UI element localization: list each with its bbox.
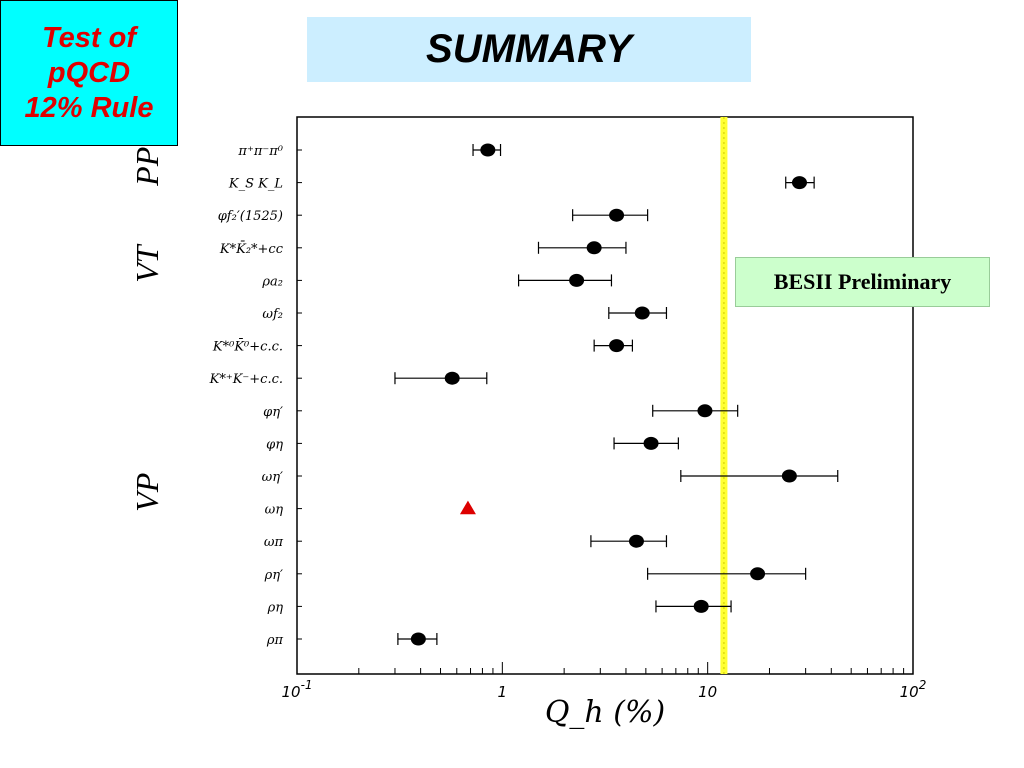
category-label: ρη′ [264,568,283,583]
data-point [569,273,585,287]
x-axis-title: Q_h (%) [545,695,665,730]
preliminary-label: BESII Preliminary [735,257,990,307]
page-title-text: SUMMARY [426,27,632,71]
x-tick-label: 10 [698,683,717,701]
data-point [628,534,644,548]
category-label: ωη [265,503,284,518]
corner-line-3: 12% Rule [24,92,154,124]
category-label: π⁺π⁻π⁰ [237,144,283,159]
data-point [693,599,709,613]
data-point [643,436,659,450]
corner-line-2: pQCD [47,57,131,89]
category-label: ωf₂ [262,307,283,322]
corner-box: Test of pQCD 12% Rule [0,0,178,146]
data-point [697,404,713,418]
data-point [609,208,625,222]
data-point-triangle [459,500,476,515]
category-label: φη [266,437,283,452]
category-label: K*K̄₂*+cc [219,240,284,256]
category-label: ρη [267,600,284,615]
data-point [791,176,807,190]
data-point [410,632,426,646]
corner-line-1: Test of [42,22,136,54]
category-label: K*⁺K⁻+c.c. [209,372,283,387]
data-point [634,306,650,320]
category-label: ωπ [264,535,284,550]
category-label: K*⁰K̄⁰+c.c. [212,338,283,354]
x-tick-label: 102 [900,678,927,701]
category-label: K_S K_L [228,177,283,192]
data-point [609,339,625,353]
data-point [480,143,496,157]
category-label: ωη′ [262,470,283,485]
data-point [586,241,602,255]
category-label: ρπ [266,633,284,648]
data-point [750,567,766,581]
category-label: φη′ [263,405,283,420]
group-label: PP [129,147,165,187]
category-label: φf₂′(1525) [218,209,283,224]
data-point [781,469,797,483]
preliminary-label-text: BESII Preliminary [773,269,952,294]
plot-frame [296,116,914,675]
group-label: VT [129,243,165,283]
data-point [444,371,460,385]
x-tick-label: 1 [498,683,508,701]
category-label: ρa₂ [261,274,283,289]
group-label: VP [129,473,165,512]
page-title: SUMMARY [307,17,751,82]
x-tick-label: 10-1 [281,678,312,701]
